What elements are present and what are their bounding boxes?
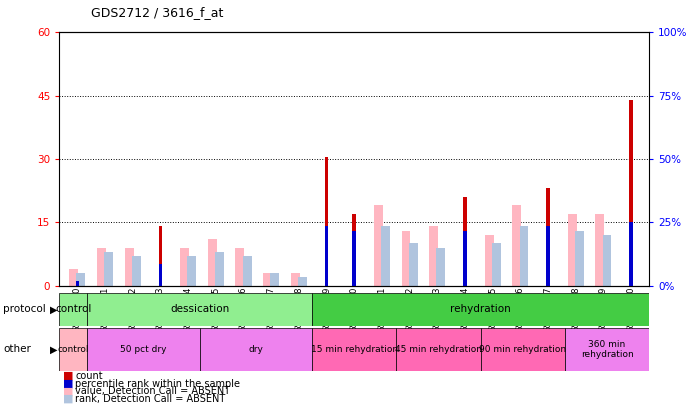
Text: 50 pct dry: 50 pct dry [120,345,167,354]
Text: ▶: ▶ [50,305,58,314]
Bar [630,222,633,286]
Bar [565,328,649,371]
Bar [208,239,216,286]
Text: ■: ■ [63,379,73,388]
Bar [512,205,521,286]
Text: other: other [3,344,31,354]
Bar [97,247,106,286]
Text: ■: ■ [63,386,73,396]
Text: rehydration: rehydration [450,305,511,314]
Text: count: count [75,371,103,381]
Bar [595,214,604,286]
Text: percentile rank within the sample: percentile rank within the sample [75,379,240,388]
Bar [575,231,584,286]
Bar [409,243,417,286]
Bar [567,214,577,286]
Bar [87,293,312,326]
Bar [602,235,611,286]
Bar [59,293,87,326]
Text: dessication: dessication [170,305,230,314]
Bar [270,273,279,286]
Bar [396,328,481,371]
Bar [77,273,85,286]
Text: control: control [58,345,89,354]
Bar [75,281,79,286]
Bar [547,226,550,286]
Bar [463,231,467,286]
Bar [381,226,390,286]
Bar [243,256,251,286]
Bar [291,273,299,286]
Bar [69,269,78,286]
Bar [630,100,633,286]
Bar [263,273,272,286]
Bar [104,252,113,286]
Bar [312,293,649,326]
Bar [352,231,356,286]
Bar [180,247,189,286]
Text: GDS2712 / 3616_f_at: GDS2712 / 3616_f_at [91,6,223,19]
Bar [187,256,196,286]
Text: dry: dry [248,345,263,354]
Bar [75,281,79,286]
Text: ▶: ▶ [50,344,58,354]
Text: 360 min
rehydration: 360 min rehydration [581,340,633,359]
Bar [484,235,493,286]
Text: 15 min rehydration: 15 min rehydration [311,345,398,354]
Bar [519,226,528,286]
Bar [215,252,224,286]
Bar [492,243,500,286]
Bar [547,188,550,286]
Bar [132,256,141,286]
Text: 90 min rehydration: 90 min rehydration [480,345,566,354]
Text: value, Detection Call = ABSENT: value, Detection Call = ABSENT [75,386,230,396]
Bar [59,328,87,371]
Text: rank, Detection Call = ABSENT: rank, Detection Call = ABSENT [75,394,225,404]
Text: ■: ■ [63,371,73,381]
Bar [298,277,307,286]
Bar [158,226,162,286]
Bar [312,328,396,371]
Text: ■: ■ [63,394,73,404]
Bar [87,328,200,371]
Text: control: control [55,305,91,314]
Bar [374,205,383,286]
Bar [463,197,467,286]
Bar [429,226,438,286]
Bar [401,231,410,286]
Text: 45 min rehydration: 45 min rehydration [395,345,482,354]
Bar [325,157,328,286]
Bar [158,264,162,286]
Bar [325,226,328,286]
Bar [235,247,244,286]
Text: protocol: protocol [3,305,46,314]
Bar [436,247,445,286]
Bar [200,328,312,371]
Bar [125,247,133,286]
Bar [481,328,565,371]
Bar [352,214,356,286]
